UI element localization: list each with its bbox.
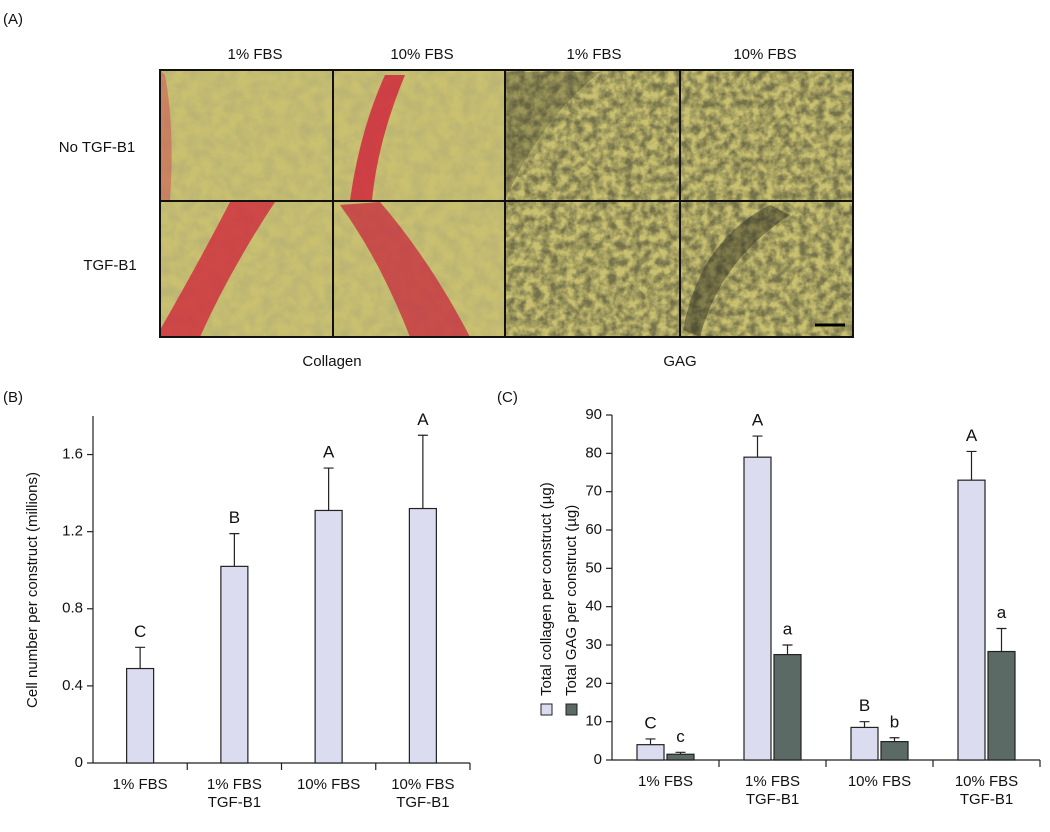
bar — [850, 726, 879, 761]
panel-label: (C) — [497, 389, 518, 406]
column-label: 1% FBS — [566, 46, 621, 63]
significance-letter: A — [752, 411, 764, 430]
error-bar — [229, 532, 240, 567]
y-tick-label: 70 — [585, 483, 602, 500]
x-tick-label: 1% FBS — [113, 776, 168, 793]
y-tick-label: 0 — [75, 754, 83, 771]
x-tick-label: 10% FBS TGF-B1 — [391, 776, 454, 811]
error-bar — [675, 751, 686, 755]
x-tick-label: 10% FBS — [297, 776, 360, 793]
x-tick-label: 10% FBS — [848, 773, 911, 790]
y-tick-label: 90 — [585, 406, 602, 423]
bar — [957, 479, 986, 761]
row-label: TGF-B1 — [83, 257, 136, 274]
significance-letter: A — [417, 410, 429, 429]
column-label: 10% FBS — [390, 46, 453, 63]
x-tick-label: 1% FBS TGF-B1 — [745, 773, 800, 808]
stain-label: GAG — [663, 353, 696, 370]
y-tick-label: 0.8 — [62, 600, 83, 617]
y-tick-label: 1.6 — [62, 446, 83, 463]
bar — [408, 507, 437, 764]
collagen-stain — [350, 75, 405, 200]
gag-stain — [683, 205, 790, 337]
bar — [987, 650, 1016, 761]
legend-swatch — [565, 703, 578, 716]
row-label: No TGF-B1 — [59, 139, 135, 156]
image-grid — [159, 69, 854, 338]
column-label: 10% FBS — [733, 46, 796, 63]
y-tick-label: 80 — [585, 444, 602, 461]
significance-letter: C — [644, 713, 656, 732]
error-bar — [782, 644, 793, 655]
column-label: 1% FBS — [227, 46, 282, 63]
significance-letter: A — [323, 443, 335, 462]
error-bar — [859, 721, 870, 728]
bar — [314, 509, 343, 764]
y-tick-label: 0.4 — [62, 677, 83, 694]
significance-letter: A — [966, 426, 978, 445]
bar — [126, 667, 155, 764]
y-tick-label: 1.2 — [62, 523, 83, 540]
bar — [880, 740, 909, 761]
significance-letter: B — [859, 696, 870, 715]
x-tick-label: 1% FBS — [638, 773, 693, 790]
significance-letter: a — [783, 619, 793, 638]
y-axis-label: Cell number per construct (millions) — [24, 472, 41, 708]
error-bar — [966, 450, 977, 481]
significance-letter: b — [890, 712, 899, 731]
collagen-stain — [340, 202, 470, 337]
gag-stain — [505, 72, 600, 200]
bar — [743, 456, 772, 761]
y-tick-label: 10 — [585, 713, 602, 730]
significance-letter: c — [676, 727, 685, 746]
micrographs — [159, 69, 854, 338]
significance-letter: B — [229, 508, 240, 527]
error-bar — [645, 738, 656, 745]
legend-label: Total GAG per construct (µg) — [563, 505, 580, 696]
y-tick-label: 30 — [585, 636, 602, 653]
y-tick-label: 0 — [594, 751, 602, 768]
stain-label: Collagen — [302, 353, 361, 370]
panel-label: (B) — [3, 389, 23, 406]
significance-letter: C — [134, 622, 146, 641]
y-tick-label: 60 — [585, 521, 602, 538]
error-bar — [996, 627, 1007, 652]
bar — [773, 653, 802, 761]
error-bar — [889, 737, 900, 742]
panel-label: (A) — [3, 11, 23, 28]
x-tick-label: 1% FBS TGF-B1 — [207, 776, 262, 811]
legend-swatch — [540, 703, 553, 716]
y-tick-label: 20 — [585, 674, 602, 691]
bar — [636, 744, 665, 761]
bar — [666, 753, 695, 761]
error-bar — [417, 434, 428, 509]
significance-letter: a — [997, 603, 1007, 622]
y-tick-label: 40 — [585, 598, 602, 615]
collagen-stain — [160, 202, 275, 337]
y-tick-label: 50 — [585, 559, 602, 576]
bar — [220, 565, 249, 764]
error-bar — [752, 435, 763, 458]
x-tick-label: 10% FBS TGF-B1 — [955, 773, 1018, 808]
collagen-stain — [160, 70, 172, 200]
error-bar — [323, 467, 334, 511]
legend-label: Total collagen per construct (µg) — [538, 482, 555, 696]
error-bar — [135, 646, 146, 669]
